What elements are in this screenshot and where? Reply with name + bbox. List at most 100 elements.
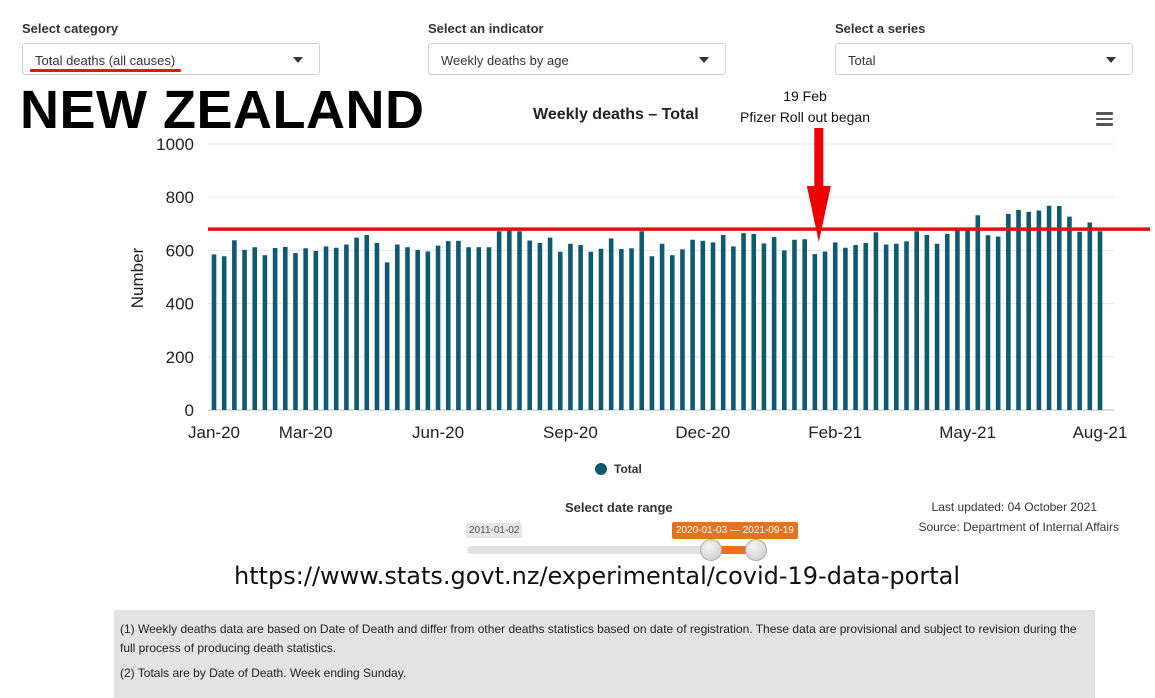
bar[interactable] — [843, 247, 848, 410]
bar[interactable] — [445, 241, 451, 410]
bar[interactable] — [395, 244, 400, 410]
indicator-select[interactable]: Weekly deaths by age — [428, 43, 726, 75]
hamburger-menu-icon[interactable] — [1096, 112, 1113, 126]
bar[interactable] — [924, 234, 930, 410]
bar[interactable] — [1046, 205, 1052, 410]
bar[interactable] — [1006, 213, 1011, 410]
bar[interactable] — [1026, 211, 1032, 410]
bar[interactable] — [354, 237, 359, 410]
bar[interactable] — [588, 251, 594, 410]
bar[interactable] — [995, 236, 1001, 410]
bar[interactable] — [374, 242, 380, 410]
bar[interactable] — [293, 253, 298, 410]
bar[interactable] — [405, 247, 410, 410]
bar[interactable] — [873, 232, 879, 410]
bar[interactable] — [1087, 222, 1093, 410]
bar[interactable] — [822, 251, 828, 410]
bar[interactable] — [731, 246, 736, 410]
bar[interactable] — [435, 245, 441, 410]
bar[interactable] — [1077, 231, 1082, 410]
bar[interactable] — [751, 233, 757, 410]
bar[interactable] — [252, 247, 258, 410]
bar[interactable] — [507, 229, 512, 410]
bar[interactable] — [659, 243, 665, 410]
bar[interactable] — [578, 245, 583, 410]
x-tick-label: May-21 — [939, 423, 996, 442]
bar[interactable] — [527, 240, 533, 410]
bar[interactable] — [832, 242, 838, 410]
bar[interactable] — [272, 248, 278, 410]
bar[interactable] — [792, 239, 797, 410]
bar[interactable] — [883, 244, 889, 410]
bar[interactable] — [425, 251, 431, 410]
bar[interactable] — [802, 239, 807, 410]
bar[interactable] — [333, 247, 339, 410]
legend-label: Total — [614, 462, 642, 476]
bar[interactable] — [232, 240, 237, 410]
bar[interactable] — [669, 255, 675, 410]
bar[interactable] — [1036, 210, 1042, 411]
annotation-text: Pfizer Roll out began — [740, 109, 870, 125]
bar[interactable] — [680, 249, 685, 410]
bar[interactable] — [242, 249, 247, 410]
bar[interactable] — [914, 231, 919, 410]
bar[interactable] — [364, 234, 370, 410]
bar[interactable] — [282, 246, 288, 410]
date-range-track[interactable] — [467, 546, 757, 554]
bar[interactable] — [965, 229, 970, 410]
bar[interactable] — [608, 238, 614, 410]
annotation-date: 19 Feb — [783, 88, 827, 104]
bar[interactable] — [221, 256, 227, 410]
bar[interactable] — [344, 244, 349, 410]
bar[interactable] — [598, 248, 604, 410]
bar[interactable] — [496, 231, 502, 410]
bar[interactable] — [812, 254, 818, 410]
bar[interactable] — [771, 237, 777, 410]
bar[interactable] — [1097, 231, 1103, 410]
bar[interactable] — [781, 250, 787, 410]
bar[interactable] — [466, 247, 471, 410]
bar[interactable] — [211, 254, 217, 410]
bar[interactable] — [944, 233, 950, 410]
bar[interactable] — [486, 247, 492, 410]
bar[interactable] — [1056, 205, 1062, 410]
range-start-handle[interactable] — [700, 539, 722, 561]
bar[interactable] — [517, 231, 522, 410]
bar[interactable] — [619, 249, 624, 410]
bar[interactable] — [1067, 216, 1072, 410]
bar[interactable] — [985, 235, 991, 410]
bar[interactable] — [262, 255, 268, 410]
bar[interactable] — [415, 249, 420, 410]
series-select[interactable]: Total — [835, 43, 1133, 75]
bar[interactable] — [639, 231, 645, 410]
bar[interactable] — [741, 233, 746, 410]
bar[interactable] — [384, 262, 390, 410]
bar[interactable] — [313, 250, 319, 410]
bar[interactable] — [557, 251, 563, 410]
bar[interactable] — [934, 243, 940, 410]
bar[interactable] — [537, 242, 543, 410]
legend-item-total[interactable]: Total — [595, 462, 642, 476]
bar[interactable] — [323, 246, 329, 410]
bar[interactable] — [761, 243, 767, 410]
bar[interactable] — [629, 248, 634, 410]
annotation-arrow-head — [806, 186, 831, 242]
range-end-handle[interactable] — [745, 539, 767, 561]
bar[interactable] — [894, 243, 899, 410]
bar[interactable] — [456, 240, 461, 410]
bar[interactable] — [904, 241, 909, 410]
bar[interactable] — [303, 248, 308, 410]
bar[interactable] — [710, 242, 716, 410]
bar[interactable] — [700, 240, 706, 410]
bar[interactable] — [1016, 209, 1021, 410]
bar[interactable] — [649, 256, 655, 410]
bar[interactable] — [568, 243, 573, 410]
bar[interactable] — [863, 242, 869, 410]
bar[interactable] — [853, 245, 858, 410]
bar[interactable] — [476, 247, 482, 410]
bar[interactable] — [690, 239, 695, 410]
bar[interactable] — [720, 234, 726, 410]
bar[interactable] — [975, 215, 981, 410]
bar[interactable] — [547, 237, 553, 410]
bar[interactable] — [955, 230, 960, 410]
